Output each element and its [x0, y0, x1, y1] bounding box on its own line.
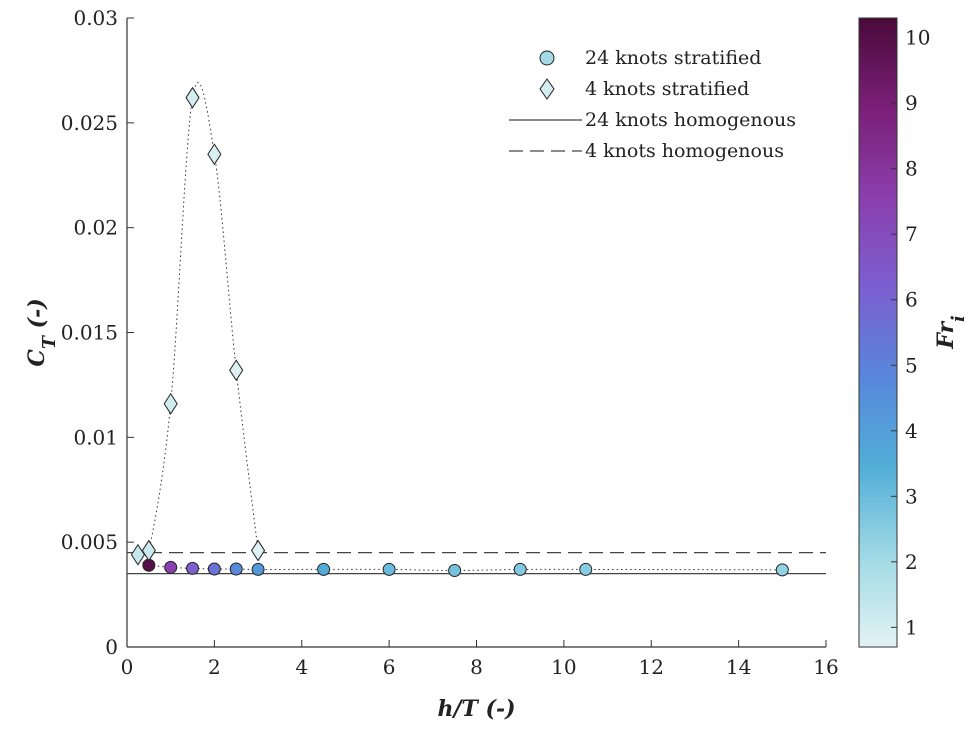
y-tick-label: 0.02 [73, 216, 118, 240]
colorbar-title: Fri [933, 315, 969, 350]
x-tick-label: 8 [470, 655, 483, 679]
legend-marker-diamond [539, 78, 555, 100]
legend-label: 4 knots homogenous [585, 140, 784, 162]
y-tick-label: 0.01 [73, 425, 118, 449]
y-tick-label: 0.03 [73, 6, 118, 30]
data-point-4kn [141, 539, 156, 562]
data-point-24kn [513, 562, 527, 576]
y-tick-label: 0.015 [61, 321, 118, 345]
data-point-24kn [164, 560, 178, 574]
x-tick-label: 2 [208, 655, 221, 679]
colorbar-tick-label: 3 [905, 484, 918, 508]
data-point-24kn [317, 562, 331, 576]
colorbar-tick-label: 5 [905, 353, 918, 377]
colorbar-tick-label: 2 [905, 550, 918, 574]
y-tick-label: 0 [105, 635, 118, 659]
data-point-4kn [250, 539, 266, 562]
colorbar-tick-label: 6 [905, 288, 918, 312]
data-point-24kn [775, 563, 789, 577]
legend-label: 24 knots stratified [585, 47, 761, 69]
data-point-24kn [207, 562, 221, 576]
legend-label: 4 knots stratified [585, 78, 749, 100]
colorbar-tick-label: 10 [905, 26, 930, 50]
series-layer [130, 82, 789, 577]
x-tick-label: 0 [121, 655, 134, 679]
x-tick-label: 6 [383, 655, 396, 679]
data-point-4kn [163, 392, 178, 415]
data-point-4kn [130, 543, 146, 566]
legend-label: 24 knots homogenous [585, 109, 796, 131]
x-tick-label: 14 [726, 655, 751, 679]
colorbar-tick-label: 7 [905, 222, 918, 246]
data-point-4kn [207, 143, 222, 166]
y-tick-label: 0.005 [61, 530, 118, 554]
data-point-24kn [186, 561, 200, 575]
reference-lines [127, 552, 826, 575]
data-point-24kn [251, 562, 265, 576]
data-point-24kn [382, 562, 396, 576]
data-point-24kn [448, 563, 462, 577]
colorbar-tick-label: 9 [905, 91, 918, 115]
data-point-24kn [579, 562, 593, 576]
colorbar-strip [858, 17, 898, 648]
data-point-4kn [229, 359, 244, 382]
colorbar-tick-label: 8 [905, 157, 918, 181]
legend-marker-circle [539, 50, 555, 66]
x-tick-label: 12 [639, 655, 664, 679]
axes-layer: 0 2 4 6 8 10 12 14 16 0 0.005 0.01 0.015 0.02 0.025 0.0… [24, 6, 839, 722]
y-tick-label: 0.025 [61, 111, 118, 135]
series-4kn-connector [137, 82, 259, 564]
colorbar-tick-label: 1 [905, 615, 918, 639]
legend: 24 knots stratified 4 knots stratified 24 … [509, 47, 796, 162]
x-tick-label: 4 [295, 655, 308, 679]
colorbar-tick-label: 4 [905, 419, 918, 443]
data-point-4kn [185, 86, 200, 109]
x-axis-title: h/T (-) [437, 696, 515, 722]
y-axis-title: CT (-) [24, 298, 60, 366]
x-tick-label: 16 [813, 655, 838, 679]
colorbar: 1 2 3 4 5 6 7 8 9 10 Fri [858, 17, 969, 648]
series-24kn-connector [148, 564, 783, 571]
data-point-24kn [229, 562, 243, 576]
x-tick-label: 10 [551, 655, 576, 679]
